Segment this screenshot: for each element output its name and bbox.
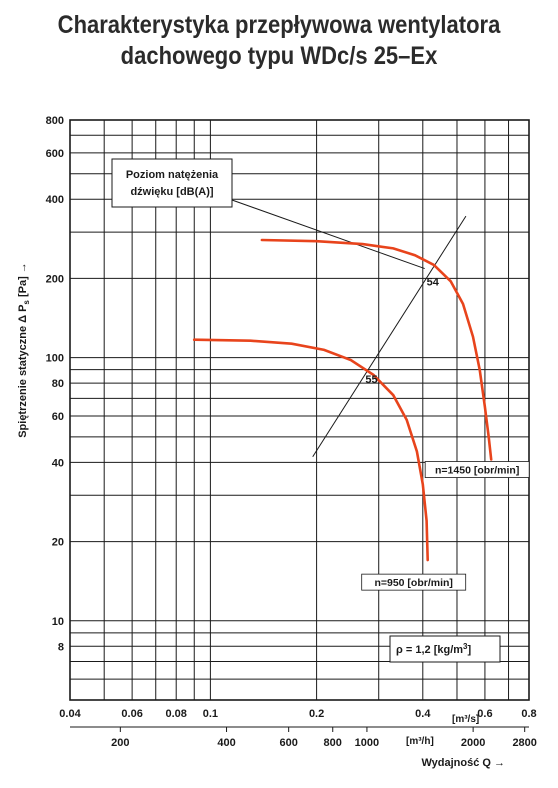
y-tick-label: 8 bbox=[58, 641, 64, 653]
x-tick-label: 0.2 bbox=[309, 708, 324, 720]
chart-title: Charakterystyka przepływowa wentylatora … bbox=[33, 10, 524, 72]
chart-title-line1: Charakterystyka przepływowa wentylatora bbox=[57, 11, 501, 39]
density-suffix: ] bbox=[467, 644, 471, 656]
y-tick-label: 100 bbox=[46, 353, 64, 365]
curve-label-series-2: n=950 [obr/min] bbox=[374, 577, 452, 589]
x-secondary-tick-label: 2000 bbox=[461, 737, 485, 749]
x-tick-label: 0.06 bbox=[121, 708, 142, 720]
chart-title-line2: dachowego typu WDc/s 25–Ex bbox=[120, 42, 438, 70]
y-axis-label-sub: s bbox=[22, 300, 31, 305]
density-sup: 3 bbox=[463, 642, 468, 651]
y-tick-label: 40 bbox=[52, 457, 64, 469]
noise-value-label: 54 bbox=[427, 276, 440, 288]
curve-label-box bbox=[424, 461, 530, 478]
y-tick-label: 20 bbox=[52, 537, 64, 549]
y-axis-label-main: Spiętrzenie statyczne Δ P bbox=[17, 305, 29, 438]
y-tick-label: 400 bbox=[46, 194, 64, 206]
axis-ticks: 800 600 400 200 100 80 60 40 20 10 8 0.04 0.06 0.08 0.… bbox=[46, 115, 537, 749]
density-text: ρ = 1,2 [kg/m bbox=[396, 644, 463, 656]
density-box: ρ = 1,2 [kg/m3] bbox=[389, 635, 501, 663]
noise-label-box: Poziom natężenia dźwięku [dB(A)] bbox=[111, 158, 233, 208]
y-tick-label: 10 bbox=[52, 616, 64, 628]
noise-label-line2: dźwięku [dB(A)] bbox=[130, 186, 213, 198]
x-secondary-tick-label: 600 bbox=[279, 737, 297, 749]
y-tick-label: 200 bbox=[46, 273, 64, 285]
x-tick-label: 0.8 bbox=[521, 708, 536, 720]
x-secondary-tick-label: 2800 bbox=[512, 737, 536, 749]
curve-label-box bbox=[361, 573, 467, 591]
noise-value-label: 55 bbox=[365, 374, 377, 386]
x-axis-label: Wydajność Q → bbox=[421, 757, 505, 769]
x-secondary-tick-label: 400 bbox=[217, 737, 235, 749]
noise-values: 54 55 bbox=[365, 276, 439, 386]
svg-text:ρ = 1,2 [kg/m3]: ρ = 1,2 [kg/m3] bbox=[396, 642, 471, 656]
x-unit-top: [m³/s] bbox=[452, 714, 479, 725]
x-secondary-tick-label: 200 bbox=[111, 737, 129, 749]
x-secondary-tick-label: 800 bbox=[324, 737, 342, 749]
noise-level-line bbox=[312, 215, 467, 458]
x-secondary-tick-label: 1000 bbox=[355, 737, 379, 749]
x-tick-label: 0.4 bbox=[415, 708, 431, 720]
x-unit-bottom: [m³/h] bbox=[406, 736, 434, 747]
x-tick-label: 0.6 bbox=[477, 708, 492, 720]
y-tick-label: 600 bbox=[46, 148, 64, 160]
y-axis-label-unit: [Pa] → bbox=[17, 262, 29, 300]
y-tick-label: 60 bbox=[52, 411, 64, 423]
curves: n=1450 [obr/min] n=950 [obr/min] bbox=[192, 238, 530, 591]
curve-series-2 bbox=[192, 338, 429, 562]
curve-series-1 bbox=[260, 238, 493, 461]
x-tick-label: 0.08 bbox=[165, 708, 186, 720]
y-axis-label: Spiętrzenie statyczne Δ Ps [Pa] → bbox=[17, 262, 31, 438]
noise-label-pointer bbox=[231, 199, 425, 270]
curve-label-series-1: n=1450 [obr/min] bbox=[435, 465, 519, 477]
x-tick-label: 0.1 bbox=[203, 708, 218, 720]
y-tick-label: 800 bbox=[46, 115, 64, 127]
x-tick-label: 0.04 bbox=[59, 708, 81, 720]
noise-label-line1: Poziom natężenia bbox=[126, 169, 219, 181]
y-tick-label: 80 bbox=[52, 378, 64, 390]
plot-frame bbox=[69, 119, 530, 701]
